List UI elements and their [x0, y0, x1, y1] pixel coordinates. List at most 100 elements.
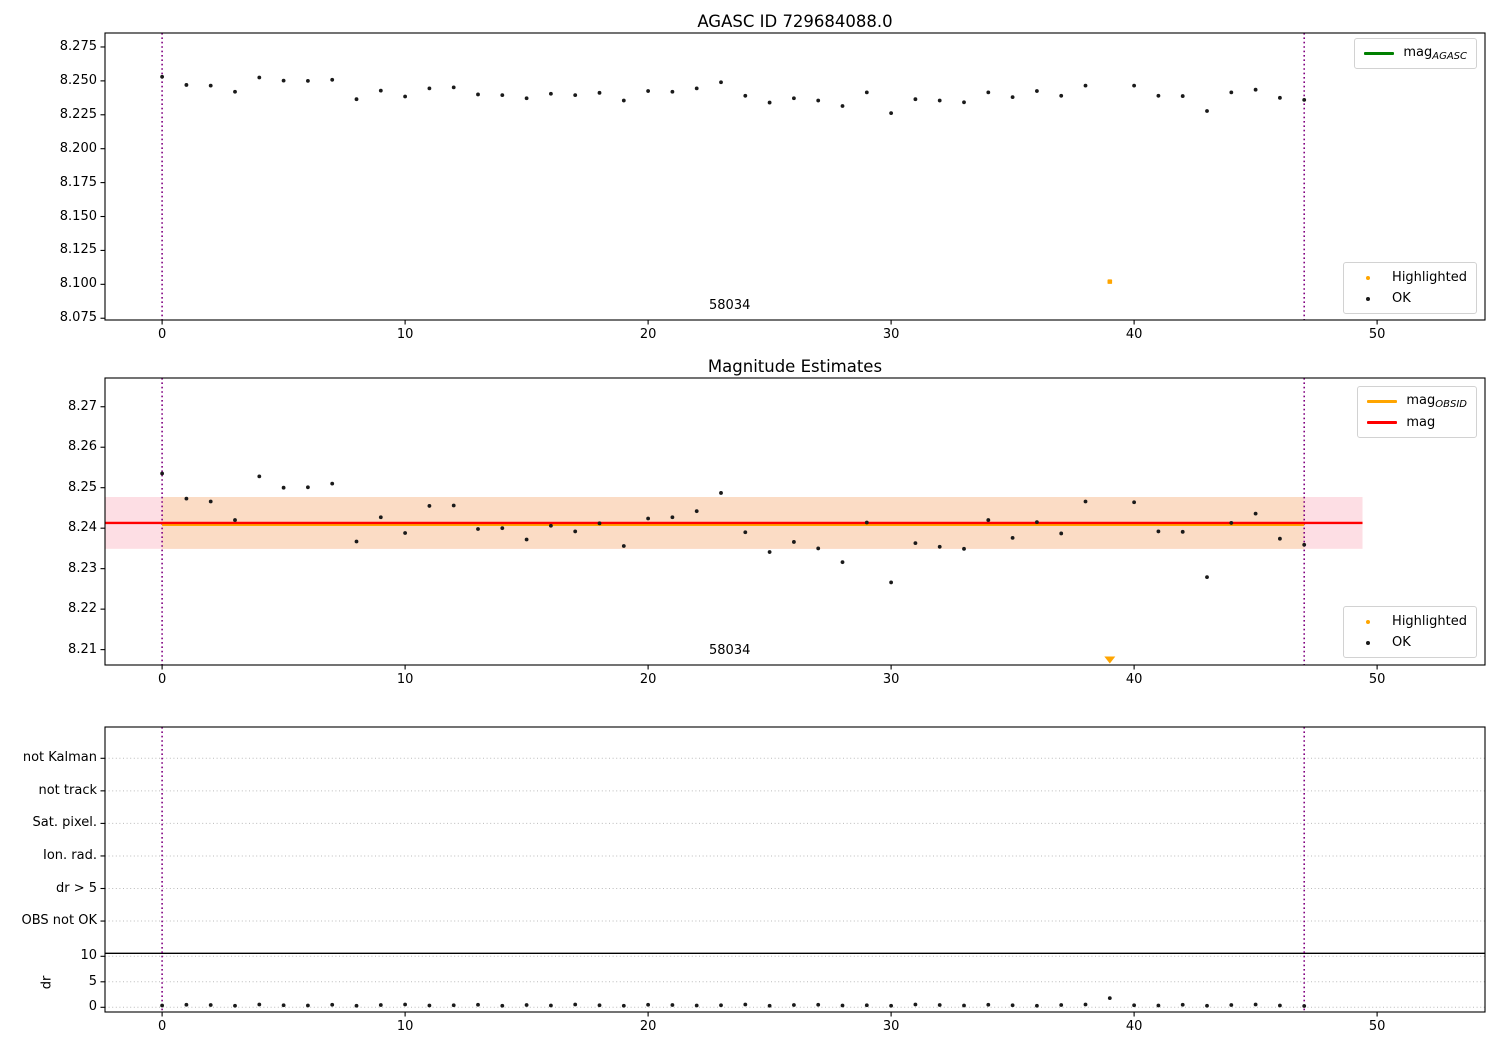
dr-point	[427, 1003, 432, 1008]
dr-point	[1278, 1003, 1282, 1008]
data-point	[208, 83, 213, 88]
data-point	[621, 98, 626, 103]
data-point	[864, 90, 869, 95]
dr-point	[864, 1003, 869, 1008]
x-tick-label: 10	[396, 1019, 414, 1034]
legend-entry: OK	[1353, 632, 1467, 653]
dr-point	[500, 1003, 505, 1008]
x-tick-label: 40	[1125, 327, 1143, 342]
flag-tick-label: not track	[38, 782, 97, 798]
dr-point	[1302, 1004, 1307, 1008]
legend-mag-obsid: magOBSID mag	[1357, 386, 1477, 438]
data-point	[1229, 90, 1234, 95]
data-point	[427, 86, 432, 91]
legend-highlighted-ok-middle: Highlighted OK	[1343, 606, 1477, 658]
data-point	[816, 546, 821, 551]
data-point	[767, 550, 772, 554]
legend-entry: magOBSID	[1367, 391, 1467, 412]
legend-entry: OK	[1353, 288, 1467, 309]
data-point	[160, 74, 165, 79]
data-point	[889, 580, 894, 585]
top-plot-title: AGASC ID 729684088.0	[697, 12, 893, 31]
data-point	[257, 75, 262, 80]
orange-line-swatch-icon	[1367, 399, 1398, 404]
x-tick-label: 20	[639, 672, 657, 687]
dr-point	[767, 1003, 772, 1008]
data-point	[1035, 520, 1039, 525]
flag-tick-label: OBS not OK	[21, 913, 98, 929]
data-point	[257, 474, 262, 479]
dr-point	[913, 1002, 918, 1007]
dr-point	[378, 1003, 383, 1007]
dr-point	[792, 1003, 796, 1007]
y-tick-label: 8.225	[59, 106, 97, 122]
dr-point	[403, 1002, 408, 1007]
x-tick-label: 50	[1368, 1019, 1386, 1034]
data-point	[962, 546, 966, 551]
black-dot-swatch-icon	[1353, 640, 1383, 645]
data-point	[184, 83, 189, 87]
data-point	[694, 509, 699, 514]
data-point	[1302, 97, 1307, 102]
dr-point	[573, 1002, 578, 1007]
dr-point	[306, 1003, 310, 1008]
legend-label: OK	[1392, 635, 1411, 650]
legend-label: mag	[1406, 393, 1436, 408]
dr-point	[451, 1003, 456, 1008]
dr-point	[233, 1003, 237, 1008]
dr-point	[160, 1003, 165, 1008]
data-point	[281, 78, 286, 83]
dr-point	[1010, 1003, 1015, 1008]
y-tick-label: 8.23	[68, 560, 97, 576]
y-tick-label: 8.22	[68, 601, 97, 617]
x-tick-label: 10	[396, 672, 414, 687]
dr-tick-label: 10	[80, 948, 97, 964]
y-tick-label: 8.100	[59, 276, 97, 292]
axes-frame	[104, 726, 1486, 1013]
y-tick-label: 8.200	[59, 140, 97, 156]
legend-label: mag	[1406, 415, 1436, 430]
legend-entry: magAGASC	[1364, 43, 1467, 64]
x-tick-label: 40	[1125, 672, 1143, 687]
y-tick-label: 8.24	[68, 520, 97, 536]
data-point	[281, 485, 286, 490]
dr-point	[816, 1002, 821, 1007]
dr-point	[354, 1003, 359, 1008]
data-point	[1156, 93, 1161, 98]
data-point	[597, 90, 602, 95]
data-point	[330, 77, 335, 82]
x-tick-label: 50	[1368, 672, 1386, 687]
data-point	[816, 98, 821, 103]
legend-label: Highlighted	[1392, 614, 1467, 629]
data-point	[500, 526, 505, 531]
dr-point	[208, 1003, 213, 1007]
dr-point	[1059, 1003, 1064, 1007]
highlighted-point	[1107, 279, 1113, 284]
axes-frame	[104, 32, 1486, 321]
data-point	[937, 98, 942, 103]
dr-point	[670, 1003, 675, 1007]
flag-tick-label: not Kalman	[22, 750, 97, 766]
orange-dot-swatch-icon	[1353, 619, 1383, 624]
middle-plot-title: Magnitude Estimates	[707, 357, 883, 376]
x-tick-label: 30	[882, 672, 900, 687]
dr-point	[621, 1003, 626, 1008]
data-point	[1132, 500, 1137, 505]
flag-tick-label: dr > 5	[55, 880, 97, 896]
data-point	[1278, 95, 1282, 100]
dr-point	[1132, 1003, 1137, 1008]
x-tick-label: 20	[639, 327, 657, 342]
legend-highlighted-ok-top: Highlighted OK	[1343, 262, 1477, 314]
red-line-swatch-icon	[1367, 421, 1398, 424]
data-point	[913, 541, 918, 546]
data-point	[1205, 109, 1209, 113]
data-point	[306, 485, 310, 490]
legend-label: mag	[1403, 45, 1433, 60]
x-tick-label: 40	[1125, 1019, 1143, 1034]
data-point	[743, 530, 748, 535]
data-point	[913, 97, 918, 102]
data-point	[1180, 529, 1185, 534]
dr-point	[597, 1003, 602, 1008]
dr-point	[743, 1002, 748, 1007]
